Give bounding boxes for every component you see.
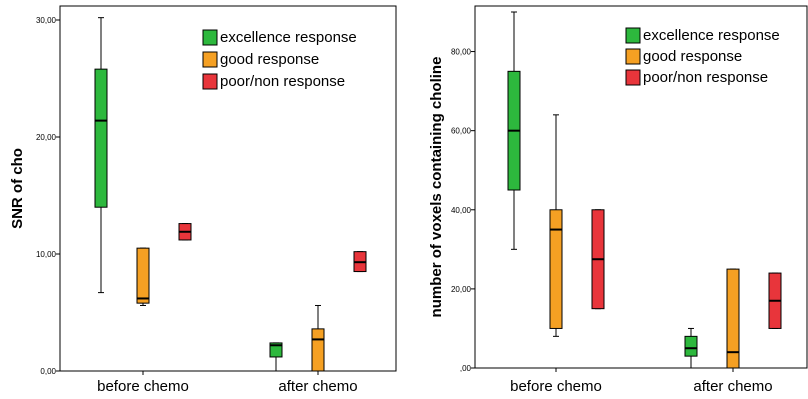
box-good-response xyxy=(726,268,740,369)
legend-swatch xyxy=(625,48,641,65)
y-axis-label: number of voxels containing choline xyxy=(428,57,445,318)
y-tick-label: 80,00 xyxy=(451,48,472,57)
legend-swatch xyxy=(202,73,218,90)
legend-label: poor/non response xyxy=(220,73,345,90)
y-tick-label: 0,00 xyxy=(40,367,56,376)
box-good-response xyxy=(311,328,325,372)
legend-swatch xyxy=(202,29,218,46)
y-tick-label: 40,00 xyxy=(451,206,472,215)
plot-frame xyxy=(474,5,808,369)
voxel-chart-panel: ,00 20,00 40,00 60,00 80,00 number of voxels … xyxy=(428,5,808,395)
y-tick-label: 30,00 xyxy=(36,16,57,25)
legend-label: excellence response xyxy=(220,29,357,46)
legend-label: excellence response xyxy=(643,27,780,44)
y-tick-label: 20,00 xyxy=(451,285,472,294)
legend-swatch xyxy=(625,69,641,86)
box-excellence-response xyxy=(684,335,698,357)
legend-label: good response xyxy=(643,48,742,65)
legend-swatch xyxy=(202,51,218,68)
x-category-label: after chemo xyxy=(278,378,357,395)
y-tick-label: 60,00 xyxy=(451,127,472,136)
x-category-label: before chemo xyxy=(510,378,602,395)
plot-frame xyxy=(59,5,397,372)
y-tick-label: ,00 xyxy=(460,364,472,373)
legend-label: good response xyxy=(220,51,319,68)
snr-chart-panel: 0,00 10,00 20,00 30,00 SNR of cho before chem… xyxy=(9,5,397,395)
box-excellence-response xyxy=(269,342,283,358)
box-excellence-response xyxy=(94,68,108,208)
y-tick-label: 10,00 xyxy=(36,250,57,259)
legend-swatch xyxy=(625,27,641,44)
legend-label: poor/non response xyxy=(643,69,768,86)
y-axis-label: SNR of cho xyxy=(9,148,26,229)
x-category-label: after chemo xyxy=(693,378,772,395)
box-good-response xyxy=(549,209,563,329)
box-good-response xyxy=(136,247,150,304)
x-category-label: before chemo xyxy=(97,378,189,395)
y-tick-label: 20,00 xyxy=(36,133,57,142)
